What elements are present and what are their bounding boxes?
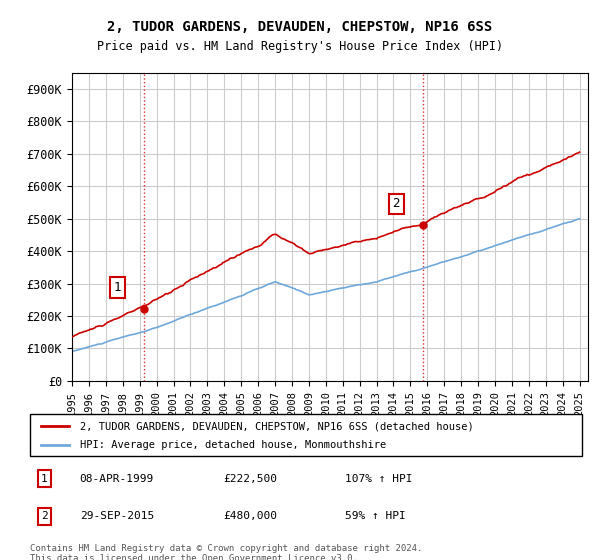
Text: Contains HM Land Registry data © Crown copyright and database right 2024.: Contains HM Land Registry data © Crown c… (30, 544, 422, 553)
Text: 2, TUDOR GARDENS, DEVAUDEN, CHEPSTOW, NP16 6SS: 2, TUDOR GARDENS, DEVAUDEN, CHEPSTOW, NP… (107, 20, 493, 34)
Text: 2, TUDOR GARDENS, DEVAUDEN, CHEPSTOW, NP16 6SS (detached house): 2, TUDOR GARDENS, DEVAUDEN, CHEPSTOW, NP… (80, 421, 473, 431)
Text: This data is licensed under the Open Government Licence v3.0.: This data is licensed under the Open Gov… (30, 554, 358, 560)
Text: £222,500: £222,500 (223, 474, 277, 484)
Text: 1: 1 (114, 281, 121, 294)
Text: £480,000: £480,000 (223, 511, 277, 521)
Text: 2: 2 (392, 197, 400, 211)
Text: 107% ↑ HPI: 107% ↑ HPI (344, 474, 412, 484)
Text: 1: 1 (41, 474, 48, 484)
Text: Price paid vs. HM Land Registry's House Price Index (HPI): Price paid vs. HM Land Registry's House … (97, 40, 503, 53)
Text: HPI: Average price, detached house, Monmouthshire: HPI: Average price, detached house, Monm… (80, 440, 386, 450)
Text: 59% ↑ HPI: 59% ↑ HPI (344, 511, 406, 521)
Text: 08-APR-1999: 08-APR-1999 (80, 474, 154, 484)
Text: 29-SEP-2015: 29-SEP-2015 (80, 511, 154, 521)
Text: 2: 2 (41, 511, 48, 521)
